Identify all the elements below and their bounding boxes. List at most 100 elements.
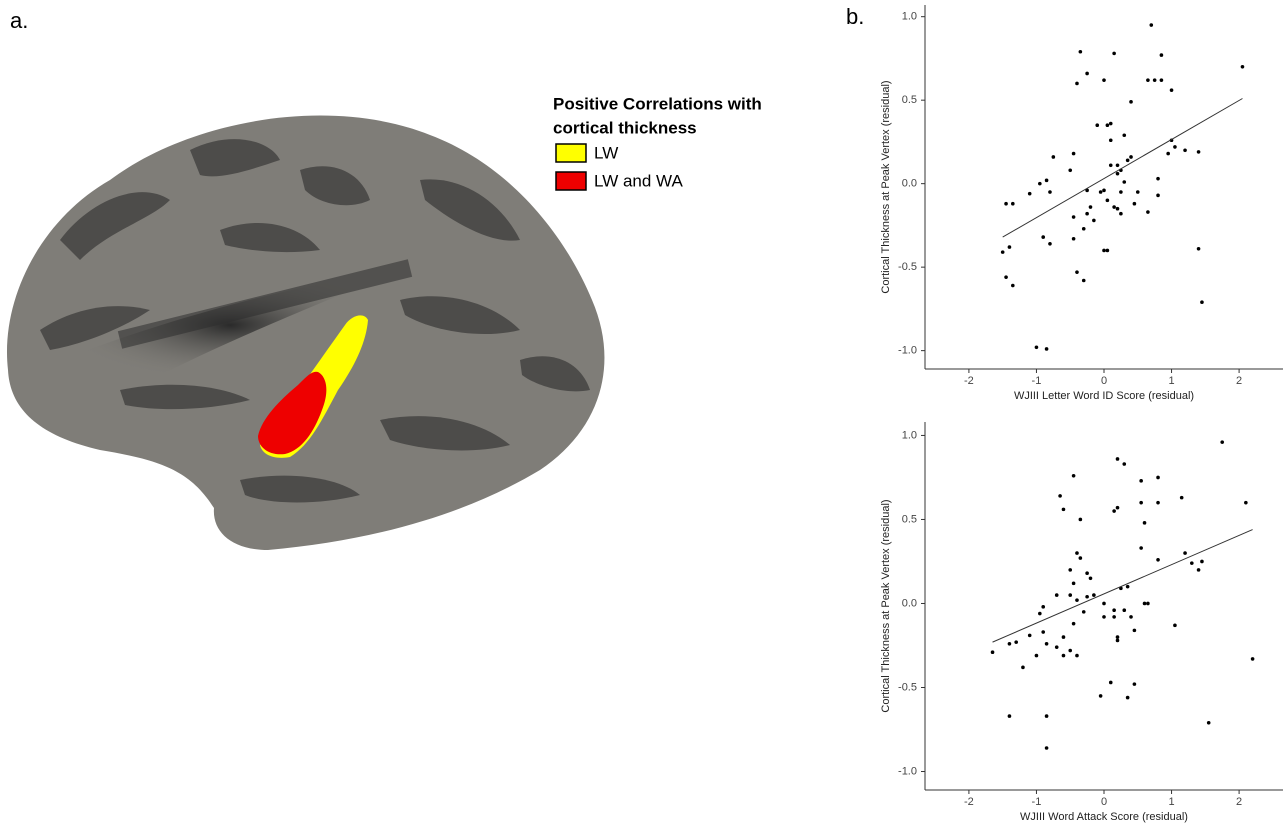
x-axis-label: WJIII Letter Word ID Score (residual): [1014, 390, 1194, 402]
data-point: [1119, 212, 1123, 216]
data-point: [1082, 610, 1086, 614]
data-point: [1008, 642, 1012, 646]
legend-title: Positive Correlations with: [553, 94, 762, 113]
data-point: [1045, 642, 1049, 646]
x-tick-label: -1: [1032, 375, 1042, 387]
data-point: [1068, 568, 1072, 572]
x-tick-label: -2: [964, 796, 974, 808]
legend-label: LW: [594, 143, 618, 162]
data-point: [1109, 122, 1113, 126]
data-point: [1197, 568, 1201, 572]
data-point: [1055, 645, 1059, 649]
data-point: [1156, 558, 1160, 562]
data-point: [1089, 576, 1093, 580]
data-point: [1220, 440, 1224, 444]
data-point: [1122, 462, 1126, 466]
data-point: [1116, 639, 1120, 643]
data-point: [1139, 501, 1143, 505]
data-point: [1085, 212, 1089, 216]
data-point: [1052, 155, 1056, 159]
data-point: [1062, 654, 1066, 658]
data-point: [1085, 571, 1089, 575]
data-point: [1079, 50, 1083, 54]
data-point: [1048, 242, 1052, 246]
data-point: [1106, 123, 1110, 127]
data-point: [1143, 521, 1147, 525]
x-tick-label: -2: [964, 375, 974, 387]
data-point: [1041, 630, 1045, 634]
data-point: [1156, 177, 1160, 181]
data-point: [1095, 123, 1099, 127]
data-point: [1099, 694, 1103, 698]
data-point: [1122, 608, 1126, 612]
data-point: [1021, 666, 1025, 670]
data-point: [1075, 82, 1079, 86]
data-point: [1244, 501, 1248, 505]
data-point: [1092, 593, 1096, 597]
data-point: [1072, 582, 1076, 586]
data-point: [1014, 640, 1018, 644]
data-point: [1055, 593, 1059, 597]
data-point: [1008, 245, 1012, 249]
data-point: [1082, 227, 1086, 231]
data-point: [1112, 52, 1116, 56]
data-point: [1183, 551, 1187, 555]
y-axis-label: Cortical Thickness at Peak Vertex (resid…: [880, 499, 892, 712]
y-tick-label: -1.0: [898, 345, 917, 357]
figure: a. b. Positive Correlations with cortica…: [0, 0, 1286, 823]
data-point: [1133, 682, 1137, 686]
data-point: [991, 650, 995, 654]
data-point: [1143, 602, 1147, 606]
data-point: [1062, 508, 1066, 512]
data-point: [1045, 746, 1049, 750]
legend-swatch: [556, 172, 586, 190]
x-tick-label: -1: [1032, 796, 1042, 808]
x-tick-label: 1: [1168, 796, 1174, 808]
data-point: [1173, 145, 1177, 149]
data-point: [1180, 496, 1184, 500]
data-point: [1139, 546, 1143, 550]
data-point: [1001, 250, 1005, 254]
y-tick-label: -1.0: [898, 765, 917, 777]
data-point: [1197, 150, 1201, 154]
data-point: [1207, 721, 1211, 725]
data-point: [1102, 615, 1106, 619]
data-point: [1200, 560, 1204, 564]
data-point: [1129, 100, 1133, 104]
data-point: [1173, 624, 1177, 628]
data-point: [1102, 78, 1106, 82]
y-tick-label: -0.5: [898, 681, 917, 693]
x-tick-label: 0: [1101, 796, 1107, 808]
data-point: [1139, 479, 1143, 483]
x-axis-label: WJIII Word Attack Score (residual): [1020, 811, 1188, 823]
data-point: [1085, 595, 1089, 599]
y-tick-label: 0.0: [902, 178, 917, 190]
data-point: [1122, 133, 1126, 137]
x-tick-label: 1: [1168, 375, 1174, 387]
data-point: [1116, 457, 1120, 461]
data-point: [1068, 169, 1072, 173]
data-point: [1106, 199, 1110, 203]
data-point: [1126, 158, 1130, 162]
legend: Positive Correlations with cortical thic…: [553, 94, 762, 190]
data-point: [1109, 681, 1113, 685]
fit-line: [1003, 99, 1243, 238]
data-point: [1004, 275, 1008, 279]
data-point: [1129, 155, 1133, 159]
data-point: [1133, 202, 1137, 206]
data-point: [1079, 556, 1083, 560]
data-point: [1068, 649, 1072, 653]
data-point: [1251, 657, 1255, 661]
legend-swatch: [556, 144, 586, 162]
data-point: [1082, 279, 1086, 283]
data-point: [1149, 23, 1153, 27]
data-point: [1112, 205, 1116, 209]
data-point: [1075, 551, 1079, 555]
data-point: [1102, 189, 1106, 193]
legend-title: cortical thickness: [553, 118, 697, 137]
data-point: [1058, 494, 1062, 498]
data-point: [1146, 602, 1150, 606]
data-point: [1035, 654, 1039, 658]
x-tick-label: 2: [1236, 375, 1242, 387]
y-tick-label: 0.5: [902, 94, 917, 106]
